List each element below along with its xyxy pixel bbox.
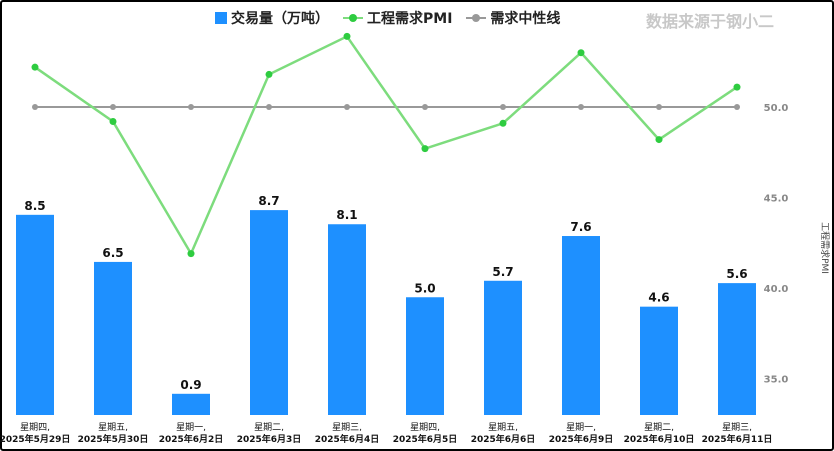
neutral-point [734,104,740,110]
x-tick-label-date: 2025年6月2日 [159,433,224,445]
legend-label: 交易量（万吨） [231,11,329,27]
neutral-point [32,104,38,110]
bar-data-label: 7.6 [570,220,591,234]
pmi-point [187,250,195,258]
x-tick-label-weekday: 星期二, [254,422,284,433]
bar [16,214,54,415]
bar [172,393,210,415]
bar-data-label: 4.6 [648,291,669,305]
legend-label: 工程需求PMI [367,11,453,27]
right-axis-tick: 50.0 [764,103,789,114]
x-tick-label-date: 2025年6月10日 [624,433,695,445]
legend-item-volume[interactable]: 交易量（万吨） [215,8,329,28]
bar [406,297,444,415]
x-tick-label-date: 2025年6月9日 [549,433,614,445]
x-tick-label-weekday: 星期三, [332,422,362,433]
bar-data-label: 8.1 [336,208,357,222]
x-tick-label-date: 2025年6月11日 [702,433,773,445]
neutral-point [656,104,662,110]
x-tick-label-weekday: 星期五, [98,422,128,433]
x-tick-label-weekday: 星期二, [644,422,674,433]
bar [94,261,132,415]
bar-data-label: 0.9 [180,378,201,392]
line-swatch-icon [343,14,363,22]
pmi-point [499,119,507,127]
x-tick-label-weekday: 星期四, [410,422,440,433]
bar-data-label: 5.0 [414,281,435,295]
neutral-point [422,104,428,110]
neutral-point [188,104,194,110]
right-axis-tick: 45.0 [764,194,789,205]
neutral-point [266,104,272,110]
legend: 交易量（万吨） 工程需求PMI 需求中性线 [215,8,560,28]
neutral-point [110,104,116,110]
bar [718,283,756,415]
right-axis-label: 工程需求PMI [819,222,831,274]
x-tick-label-weekday: 星期一, [176,422,206,433]
legend-item-neutral[interactable]: 需求中性线 [466,8,560,28]
bar [562,236,600,415]
pmi-point [343,32,351,40]
pmi-point [31,63,39,71]
pmi-point [421,145,429,153]
bar [640,306,678,415]
watermark-brand: 数据来源于钢小二 [646,12,775,31]
x-tick-label-date: 2025年5月30日 [78,433,149,445]
bar [328,224,366,415]
neutral-point [500,104,506,110]
x-tick-label-weekday: 星期一, [566,422,596,433]
x-tick-label-date: 2025年6月4日 [315,433,380,445]
bar-data-label: 8.5 [24,199,45,213]
x-tick-label-weekday: 星期五, [488,422,518,433]
bar-data-label: 6.5 [102,246,123,260]
pmi-point [265,70,273,78]
line-swatch-icon [466,14,487,22]
bar [484,280,522,415]
pmi-point [655,136,663,144]
pmi-line [34,34,738,257]
x-tick-label-weekday: 星期四, [20,422,50,433]
bar-data-label: 5.6 [726,267,747,281]
right-axis-tick: 35.0 [764,375,789,386]
x-tick-label-date: 2025年6月5日 [393,433,458,445]
legend-item-pmi[interactable]: 工程需求PMI [343,8,452,28]
x-tick-label-date: 2025年6月3日 [237,433,302,445]
legend-label: 需求中性线 [490,11,561,27]
bar-data-label: 8.7 [258,194,279,208]
x-tick-label-weekday: 星期三, [722,422,752,433]
neutral-point [578,104,584,110]
pmi-point [109,117,117,125]
bar-swatch-icon [215,12,227,24]
bar-data-label: 5.7 [492,265,513,279]
x-tick-label-date: 2025年5月29日 [0,433,70,445]
pmi-point [577,49,585,57]
x-tick-label-date: 2025年6月6日 [471,433,536,445]
neutral-point [344,104,350,110]
pmi-point [733,83,741,91]
right-axis-tick: 40.0 [764,284,789,295]
bar [250,210,288,415]
